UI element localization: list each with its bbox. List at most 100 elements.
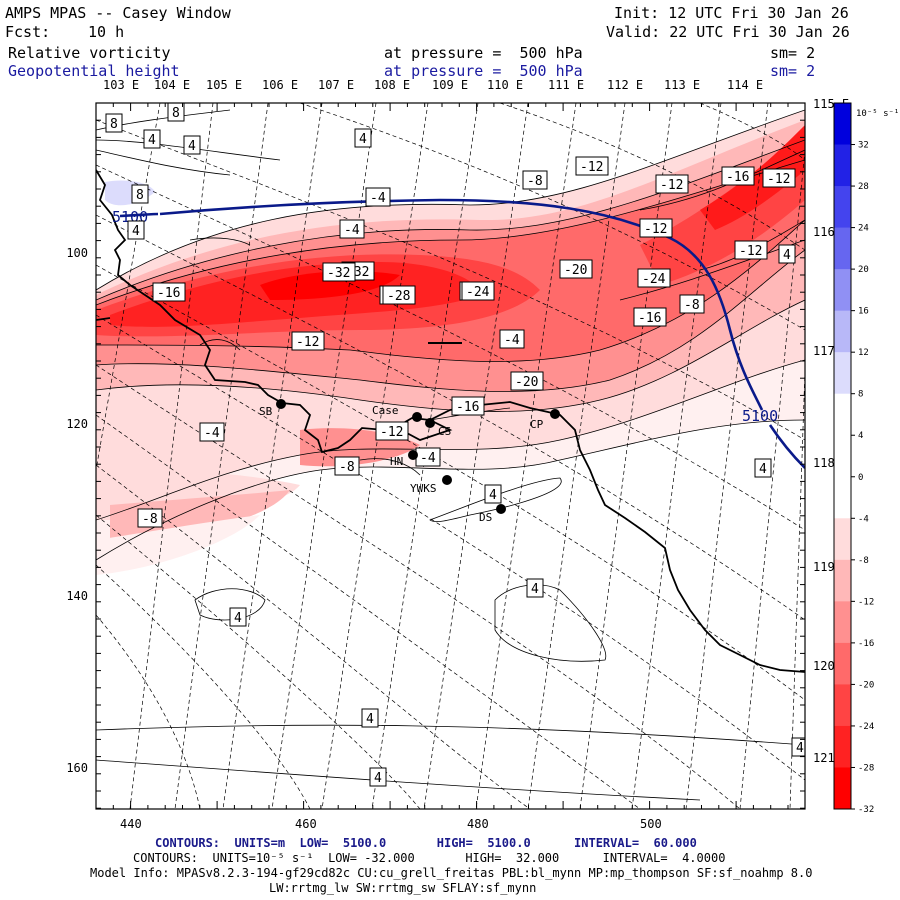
svg-text:-28: -28 [387, 289, 410, 304]
svg-text:-8: -8 [339, 460, 355, 475]
contour-label: 4 [127, 220, 145, 240]
colorbar-label: -12 [858, 597, 874, 607]
contour-label: 4 [754, 458, 772, 478]
colorbar-swatch [834, 269, 851, 312]
field-height-name: Geopotential height [8, 62, 180, 80]
contour-label: 8 [105, 113, 123, 133]
svg-text:4: 4 [783, 248, 791, 263]
contour-label: -12 [575, 156, 609, 176]
colorbar-swatch [834, 642, 851, 685]
contour-label: -8 [679, 294, 705, 314]
contour-label: -16 [451, 396, 485, 416]
svg-text:YWKS: YWKS [410, 482, 437, 495]
x-tick-480: 480 [467, 817, 489, 831]
contour-label: -4 [339, 219, 365, 239]
lon-label-top: 112 E [607, 78, 643, 92]
colorbar-swatch [834, 476, 851, 519]
lon-label-top: 108 E [374, 78, 410, 92]
station-case: Case [372, 404, 422, 422]
svg-text:HN: HN [390, 455, 403, 468]
contour-label: 4 [183, 135, 201, 155]
contour-label: -4 [415, 447, 441, 467]
station-cs: CS [425, 418, 451, 438]
svg-text:-12: -12 [580, 160, 603, 175]
colorbar-units: 10⁻⁵ s⁻¹ [856, 109, 899, 119]
svg-text:Case: Case [372, 404, 399, 417]
colorbar-swatch [834, 227, 851, 270]
colorbar-label: 20 [858, 265, 869, 275]
svg-text:-4: -4 [504, 333, 520, 348]
map-title: AMPS MPAS -- Casey Window [5, 4, 231, 22]
colorbar-swatch [834, 559, 851, 602]
colorbar-label: -24 [858, 722, 874, 732]
contour-label: 4 [484, 484, 502, 504]
forecast-label: Fcst: [5, 23, 51, 41]
svg-text:4: 4 [359, 132, 367, 147]
colorbar-swatch [834, 725, 851, 768]
colorbar-label: 32 [858, 141, 869, 151]
colorbar-label: 0 [858, 473, 863, 483]
lon-label-top: 106 E [262, 78, 298, 92]
svg-text:-4: -4 [204, 426, 220, 441]
colorbar-swatch [834, 601, 851, 644]
svg-text:-20: -20 [515, 375, 538, 390]
svg-text:-32: -32 [327, 266, 350, 281]
svg-text:-20: -20 [564, 263, 587, 278]
svg-text:4: 4 [374, 771, 382, 786]
contour-label: 4 [361, 708, 379, 728]
x-tick-500: 500 [640, 817, 662, 831]
field-vorticity-smoothing: sm= 2 [770, 44, 816, 62]
contour-label: -24 [461, 281, 495, 301]
axis-ticks [95, 102, 805, 809]
svg-text:-4: -4 [420, 451, 436, 466]
svg-text:-12: -12 [296, 335, 319, 350]
contour-label: -16 [152, 282, 186, 302]
colorbar-swatch [834, 186, 851, 229]
svg-text:-4: -4 [370, 191, 386, 206]
stations: SB Case CS HN YWKS DS CP [259, 399, 560, 524]
svg-text:CP: CP [530, 418, 544, 431]
valid-time: Valid: 22 UTC Fri 30 Jan 26 [606, 23, 850, 41]
colorbar-label: 24 [858, 224, 869, 234]
colorbar-label: -32 [858, 805, 874, 815]
svg-text:-24: -24 [642, 272, 666, 287]
svg-text:-12: -12 [644, 222, 667, 237]
contour-label: -20 [510, 371, 544, 391]
contour-label: 4 [143, 129, 161, 149]
plot-area: 5100 5100 8844484-4-4-8-12-12-16-12-32-1… [96, 103, 805, 809]
lon-label-top: 111 E [548, 78, 584, 92]
colorbar-swatch [834, 103, 851, 146]
colorbar-label: 4 [858, 431, 863, 441]
init-time: Init: 12 UTC Fri 30 Jan 26 [614, 4, 849, 22]
svg-text:4: 4 [366, 712, 374, 727]
contour-label: 8 [131, 184, 149, 204]
colorbar-label: -16 [858, 639, 874, 649]
svg-text:-16: -16 [456, 400, 479, 415]
contour-label: -16 [633, 307, 667, 327]
svg-text:DS: DS [479, 511, 492, 524]
y-tick-120: 120 [66, 417, 88, 431]
y-tick-100: 100 [66, 246, 88, 260]
colorbar-label: 8 [858, 390, 863, 400]
contour-label: -24 [637, 268, 671, 288]
field-vorticity-name: Relative vorticity [8, 44, 171, 62]
contour-label: 8 [167, 103, 185, 122]
colorbar-swatch [834, 352, 851, 395]
station-ywks: YWKS [410, 475, 452, 495]
station-sb: SB [259, 399, 286, 418]
height-contour-label: 5100 [742, 407, 778, 425]
colorbar-label: -8 [858, 556, 869, 566]
lon-label-top: 107 E [318, 78, 354, 92]
svg-text:-16: -16 [726, 170, 749, 185]
colorbar-swatch [834, 435, 851, 478]
coastline [96, 169, 805, 673]
lon-label-top: 104 E [154, 78, 190, 92]
svg-text:-12: -12 [660, 178, 683, 193]
x-tick-440: 440 [120, 817, 142, 831]
lon-label-top: 114 E [727, 78, 763, 92]
contour-labels: 8844484-4-4-8-12-12-16-12-32-16-12-4-32-… [105, 103, 805, 787]
svg-text:-16: -16 [638, 311, 661, 326]
contour-label: 4 [369, 767, 387, 787]
svg-text:4: 4 [796, 741, 804, 756]
